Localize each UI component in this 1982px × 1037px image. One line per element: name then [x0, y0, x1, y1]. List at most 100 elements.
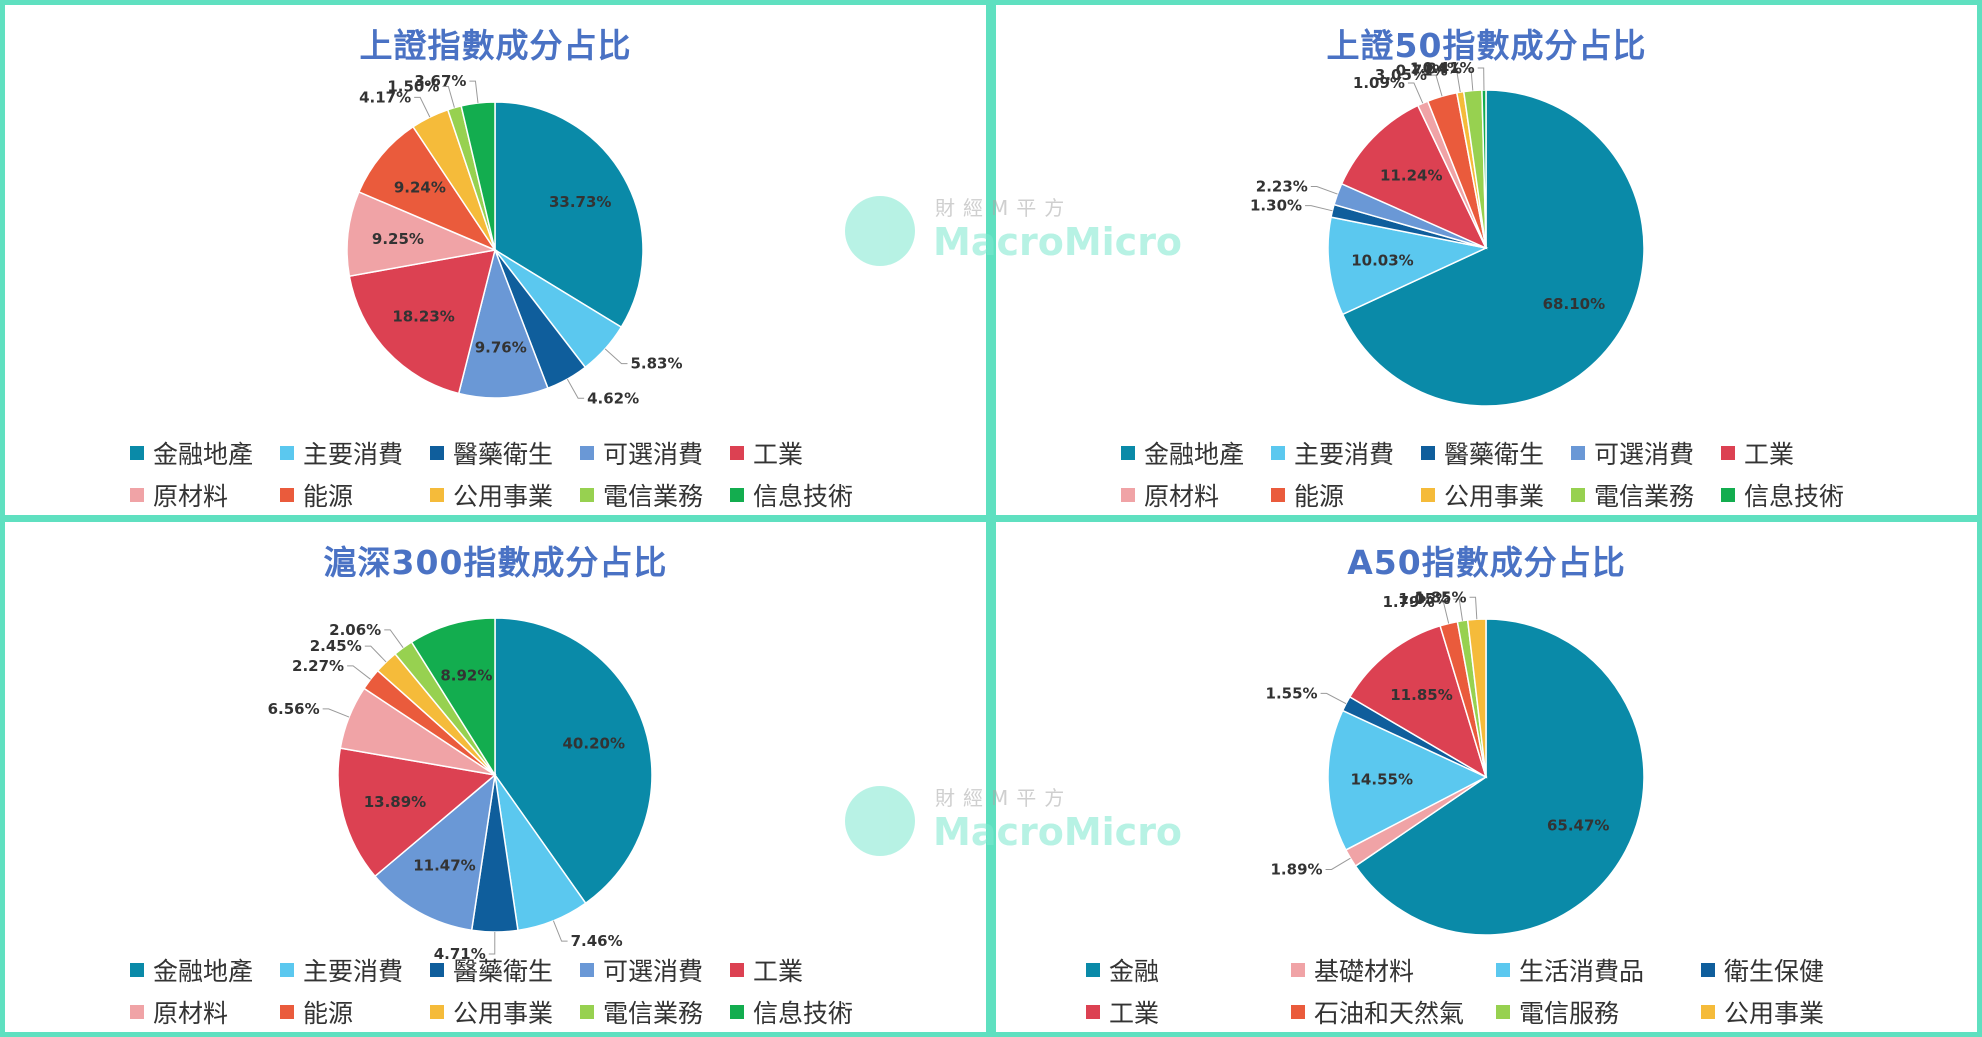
leader-line	[488, 931, 496, 955]
legend-label: 金融地產	[1144, 440, 1245, 469]
legend-item: 電信業務	[580, 994, 703, 1030]
legend-item: 主要消費	[280, 952, 403, 988]
legend-swatch	[1086, 963, 1100, 977]
leader-line	[1437, 601, 1450, 624]
leader-line	[566, 378, 585, 399]
legend-label: 電信業務	[603, 999, 704, 1028]
data-label: 7.46%	[571, 932, 623, 950]
legend-item: 電信業務	[580, 477, 703, 513]
legend-swatch	[280, 446, 294, 460]
legend-item: 原材料	[130, 994, 228, 1030]
legend-item: 生活消費品	[1496, 952, 1644, 988]
chart-title: 滬深300指數成分占比	[323, 543, 668, 582]
legend-label: 公用事業	[453, 999, 554, 1028]
legend-swatch	[580, 1005, 594, 1019]
pie-chart: 33.73% 9.76% 18.23% 9.25% 9.24% 5.83% 4.62% 4.1…	[346, 72, 683, 407]
legend-label: 可選消費	[603, 957, 704, 986]
data-label: 9.76%	[475, 339, 527, 357]
legend-item: 公用事業	[430, 994, 553, 1030]
data-label: 4.17%	[359, 88, 411, 106]
data-label: 2.23%	[1256, 178, 1308, 196]
legend-label: 電信服務	[1519, 999, 1620, 1028]
legend-swatch	[580, 446, 594, 460]
pie-slice	[346, 190, 498, 278]
data-label: 1.09%	[1353, 74, 1405, 92]
legend-item: 主要消費	[280, 435, 403, 471]
data-label: 1.79%	[1382, 593, 1434, 611]
legend-label: 工業	[1744, 440, 1795, 469]
leader-line	[1469, 596, 1478, 620]
legend-swatch	[1291, 1005, 1305, 1019]
legend-item: 石油和天然氣	[1291, 994, 1464, 1030]
pie-slice	[357, 125, 498, 252]
legend-item: 工業	[1721, 435, 1794, 471]
chart-title: A50指數成分占比	[1347, 543, 1626, 582]
legend-label: 信息技術	[753, 999, 854, 1028]
legend-swatch	[130, 963, 144, 977]
pie-slice	[1340, 104, 1488, 250]
legend-swatch	[1496, 963, 1510, 977]
legend-label: 電信業務	[1594, 482, 1695, 511]
legend-label: 原材料	[1144, 482, 1220, 511]
leader-line	[1320, 692, 1347, 705]
data-label: 8.92%	[440, 666, 492, 684]
legend-item: 金融地產	[1121, 435, 1244, 471]
legend-item: 信息技術	[730, 994, 853, 1030]
legend-swatch	[1086, 1005, 1100, 1019]
legend-swatch	[580, 963, 594, 977]
data-label: 40.20%	[563, 735, 625, 753]
legend-swatch	[280, 963, 294, 977]
legend-swatch	[130, 488, 144, 502]
legend-swatch	[1271, 488, 1285, 502]
legend-swatch	[430, 488, 444, 502]
chart-title: 上證指數成分占比	[359, 26, 632, 65]
legend-swatch	[1701, 963, 1715, 977]
data-label: 6.56%	[268, 700, 320, 718]
legend-label: 可選消費	[1594, 440, 1695, 469]
leader-line	[1450, 69, 1461, 93]
legend-item: 可選消費	[580, 952, 703, 988]
leader-line	[552, 920, 568, 942]
legend-label: 工業	[753, 440, 804, 469]
pie-chart: 65.47% 14.55% 11.85% 1.89% 1.55% 1.79%1.05%1.…	[1266, 588, 1645, 936]
legend-label: 能源	[303, 999, 354, 1028]
legend-label: 工業	[753, 957, 804, 986]
legend-label: 公用事業	[1724, 999, 1825, 1028]
legend-label: 原材料	[153, 999, 229, 1028]
data-label: 1.50%	[387, 78, 439, 96]
data-label: 11.24%	[1380, 166, 1442, 184]
pie-slice	[1327, 216, 1489, 316]
leader-line	[414, 96, 431, 118]
legend-swatch	[730, 446, 744, 460]
legend-item: 原材料	[1121, 477, 1219, 513]
data-label: 1.85%	[1414, 588, 1466, 606]
data-label: 0.41%	[1423, 59, 1475, 77]
legend-label: 能源	[1294, 482, 1345, 511]
legend-swatch	[730, 1005, 744, 1019]
legend-label: 信息技術	[1744, 482, 1845, 511]
legend-label: 醫藥衛生	[1444, 440, 1545, 469]
leader-line	[1305, 205, 1333, 212]
legend-label: 原材料	[153, 482, 229, 511]
legend-item: 公用事業	[430, 477, 553, 513]
data-label: 3.05%	[1375, 66, 1427, 84]
legend-item: 能源	[1271, 477, 1344, 513]
leader-line	[442, 86, 455, 108]
legend-label: 醫藥衛生	[453, 440, 554, 469]
leader-line	[322, 708, 350, 718]
legend-label: 工業	[1109, 999, 1160, 1028]
pie-slice	[494, 101, 644, 329]
legend-label: 公用事業	[1444, 482, 1545, 511]
data-label: 10.03%	[1351, 251, 1413, 269]
legend-label: 能源	[303, 482, 354, 511]
leader-line	[1407, 82, 1424, 104]
pie-chart: 40.20% 11.47% 13.89% 8.92% 7.46% 4.71% 6.56% 2.…	[268, 617, 653, 963]
legend-item: 信息技術	[1721, 477, 1844, 513]
legend-item: 基礎材料	[1291, 952, 1414, 988]
leader-line	[347, 665, 371, 680]
data-label: 11.85%	[1390, 686, 1452, 704]
legend-label: 金融	[1109, 957, 1160, 986]
data-label: 1.84%	[1410, 60, 1462, 78]
legend-item: 可選消費	[1571, 435, 1694, 471]
legend-label: 醫藥衛生	[453, 957, 554, 986]
